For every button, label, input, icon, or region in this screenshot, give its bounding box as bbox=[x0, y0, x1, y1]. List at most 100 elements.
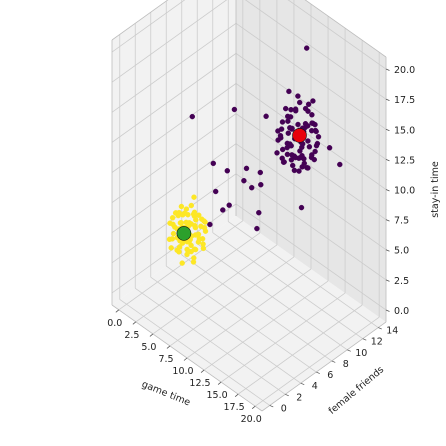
data-point-cluster-a bbox=[190, 259, 197, 265]
grid-line bbox=[150, 276, 301, 384]
y-tick-mark bbox=[316, 371, 320, 374]
data-point-cluster-b bbox=[285, 130, 291, 136]
data-point-cluster-b bbox=[298, 204, 305, 211]
data-point-cluster-b bbox=[285, 118, 291, 124]
data-point-cluster-b bbox=[326, 145, 333, 151]
x-tick-mark bbox=[183, 357, 188, 361]
y-axis-label: female friends bbox=[327, 364, 387, 416]
z-tick-label: 20.0 bbox=[394, 65, 415, 76]
data-points bbox=[166, 45, 343, 266]
data-point-cluster-b bbox=[279, 155, 285, 162]
y-tick-label: 2 bbox=[296, 392, 302, 403]
grid-line bbox=[235, 173, 387, 281]
x-tick-label: 0.0 bbox=[107, 318, 122, 329]
y-tick-label: 0 bbox=[281, 403, 287, 414]
data-point-cluster-b bbox=[283, 105, 289, 112]
data-point-cluster-a bbox=[186, 220, 192, 226]
z-tick-label: 0.0 bbox=[394, 306, 409, 317]
y-tick-mark bbox=[378, 327, 382, 330]
data-point-cluster-b bbox=[292, 154, 299, 161]
grid-line bbox=[181, 254, 332, 362]
grid-line bbox=[244, 0, 387, 100]
data-point-cluster-a bbox=[202, 228, 209, 234]
data-point-cluster-b bbox=[284, 151, 291, 158]
grid-line bbox=[111, 83, 237, 173]
z-tick-label: 5.0 bbox=[394, 246, 409, 257]
grid-line bbox=[111, 113, 237, 203]
data-point-cluster-a bbox=[169, 236, 176, 242]
x-tick-mark bbox=[217, 381, 222, 385]
data-point-cluster-b bbox=[297, 99, 303, 106]
data-point-cluster-a bbox=[198, 223, 204, 230]
data-point-cluster-b bbox=[315, 134, 322, 140]
data-point-cluster-b bbox=[243, 165, 250, 172]
data-point-cluster-b bbox=[256, 209, 262, 216]
data-point-cluster-b bbox=[212, 188, 219, 195]
grid-line bbox=[212, 232, 363, 340]
grid-line bbox=[235, 22, 387, 130]
data-point-cluster-b bbox=[306, 144, 313, 150]
data-point-cluster-b bbox=[263, 113, 269, 120]
data-point-cluster-b bbox=[305, 123, 311, 129]
z-tick-mark bbox=[385, 189, 390, 192]
grid-line bbox=[228, 221, 379, 328]
data-point-cluster-b bbox=[231, 106, 238, 113]
data-point-cluster-a bbox=[193, 217, 199, 223]
y-tick-label: 6 bbox=[327, 370, 333, 381]
data-point-cluster-b bbox=[285, 113, 291, 120]
axis-lines bbox=[111, 0, 390, 412]
data-point-cluster-a bbox=[185, 248, 192, 254]
data-point-cluster-a bbox=[168, 245, 174, 251]
data-point-cluster-b bbox=[257, 169, 263, 176]
x-tick-label: 17.5 bbox=[224, 402, 245, 413]
data-point-cluster-b bbox=[296, 168, 302, 174]
grid-line bbox=[111, 22, 237, 113]
grid-line bbox=[111, 53, 237, 143]
grid-line bbox=[166, 265, 317, 373]
data-point-cluster-a bbox=[192, 224, 199, 231]
y-tick-mark bbox=[269, 405, 274, 408]
grid-lines bbox=[111, 0, 387, 407]
grid-line bbox=[135, 287, 286, 395]
grid-line bbox=[111, 203, 237, 294]
z-tick-mark bbox=[385, 98, 390, 102]
grid-line bbox=[135, 232, 261, 323]
data-point-cluster-b bbox=[311, 156, 317, 163]
data-point-cluster-b bbox=[280, 146, 286, 153]
z-tick-label: 10.0 bbox=[394, 186, 415, 197]
data-point-cluster-b bbox=[295, 93, 301, 99]
data-point-cluster-a bbox=[169, 215, 176, 221]
data-point-cluster-b bbox=[297, 148, 303, 154]
data-point-cluster-b bbox=[309, 127, 315, 134]
data-point-cluster-b bbox=[288, 106, 294, 113]
grid-line bbox=[287, 0, 387, 70]
grid-line bbox=[111, 143, 237, 234]
data-point-cluster-b bbox=[309, 152, 315, 158]
z-tick-label: 7.5 bbox=[394, 216, 409, 227]
grid-line bbox=[197, 243, 348, 351]
data-point-cluster-b bbox=[287, 125, 293, 131]
y-tick-label: 4 bbox=[312, 381, 318, 392]
data-point-cluster-b bbox=[286, 88, 292, 95]
z-axis-label: stay-in time bbox=[430, 161, 441, 218]
data-point-cluster-b bbox=[305, 101, 312, 108]
data-point-cluster-a bbox=[199, 236, 206, 242]
data-point-cluster-a bbox=[201, 218, 207, 224]
data-point-cluster-b bbox=[189, 113, 196, 120]
data-point-cluster-b bbox=[220, 207, 226, 213]
grid-line bbox=[111, 0, 228, 83]
y-tick-mark bbox=[331, 360, 336, 363]
y-tick-mark bbox=[362, 338, 367, 341]
data-point-cluster-a bbox=[191, 209, 198, 216]
x-tick-label: 7.5 bbox=[158, 354, 173, 365]
x-tick-mark bbox=[200, 369, 205, 373]
data-point-cluster-a bbox=[179, 260, 185, 266]
data-point-cluster-b bbox=[226, 202, 232, 208]
data-point-cluster-a bbox=[178, 220, 185, 226]
grid-line bbox=[203, 280, 329, 371]
data-point-cluster-b bbox=[290, 162, 296, 169]
y-axis-line bbox=[261, 321, 387, 412]
data-point-cluster-b bbox=[210, 160, 217, 167]
x-tick-label: 15.0 bbox=[207, 390, 228, 401]
z-tick-label: 2.5 bbox=[394, 276, 409, 287]
